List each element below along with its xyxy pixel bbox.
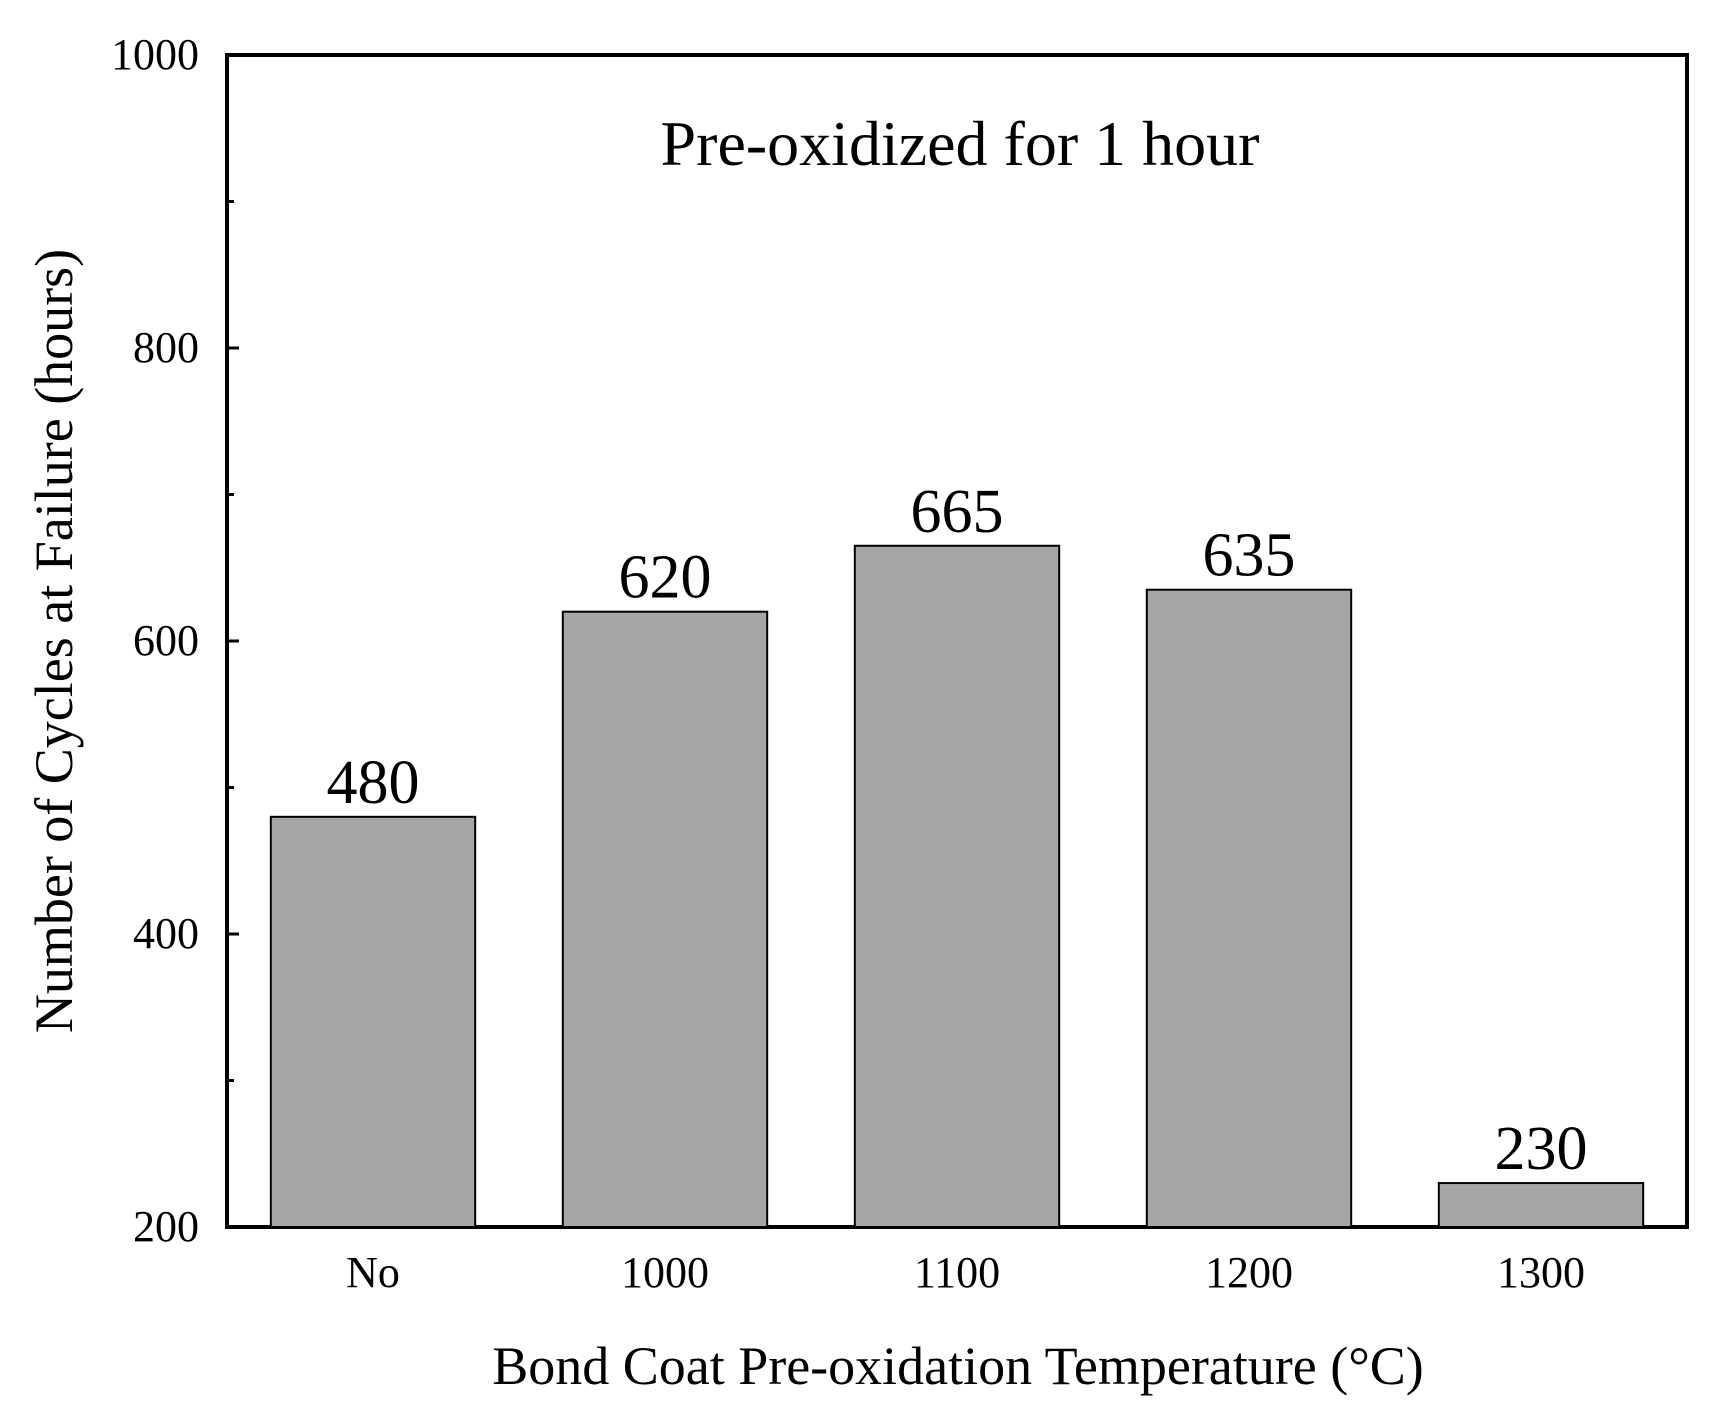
y-tick-label-400: 400 xyxy=(133,909,199,958)
x-tick-label-1300: 1300 xyxy=(1497,1248,1585,1297)
bar-1100 xyxy=(853,544,1061,1228)
x-axis-title: Bond Coat Pre-oxidation Temperature (°C) xyxy=(492,1336,1424,1396)
bar-No xyxy=(269,815,477,1228)
bar-value-label-1000: 620 xyxy=(619,544,712,612)
bar-value-label-1100: 665 xyxy=(911,478,1004,546)
x-tick-label-1000: 1000 xyxy=(621,1248,709,1297)
x-tick-label-No: No xyxy=(346,1248,400,1297)
y-tick-label-1000: 1000 xyxy=(111,30,199,79)
y-axis-ticks: 200 400 600 800 1000 xyxy=(111,30,239,1251)
x-tick-label-1100: 1100 xyxy=(914,1248,1000,1297)
y-tick-label-800: 800 xyxy=(133,323,199,372)
y-axis-title: Number of Cycles at Failure (hours) xyxy=(24,249,84,1033)
bar-value-label-1200: 635 xyxy=(1203,522,1296,590)
bars-group xyxy=(269,544,1645,1229)
x-tick-label-1200: 1200 xyxy=(1205,1248,1293,1297)
bar-value-labels: 480 620 665 635 230 xyxy=(327,478,1588,1183)
chart-annotation: Pre-oxidized for 1 hour xyxy=(661,108,1260,179)
bar-1200 xyxy=(1145,588,1353,1228)
bar-1300 xyxy=(1437,1182,1645,1229)
bar-value-label-No: 480 xyxy=(327,749,420,817)
y-tick-label-600: 600 xyxy=(133,616,199,665)
x-axis-ticks: No 1000 1100 1200 1300 xyxy=(346,1248,1585,1297)
bar-value-label-1300: 230 xyxy=(1495,1115,1588,1183)
y-tick-label-200: 200 xyxy=(133,1202,199,1251)
bar-1000 xyxy=(561,610,769,1228)
